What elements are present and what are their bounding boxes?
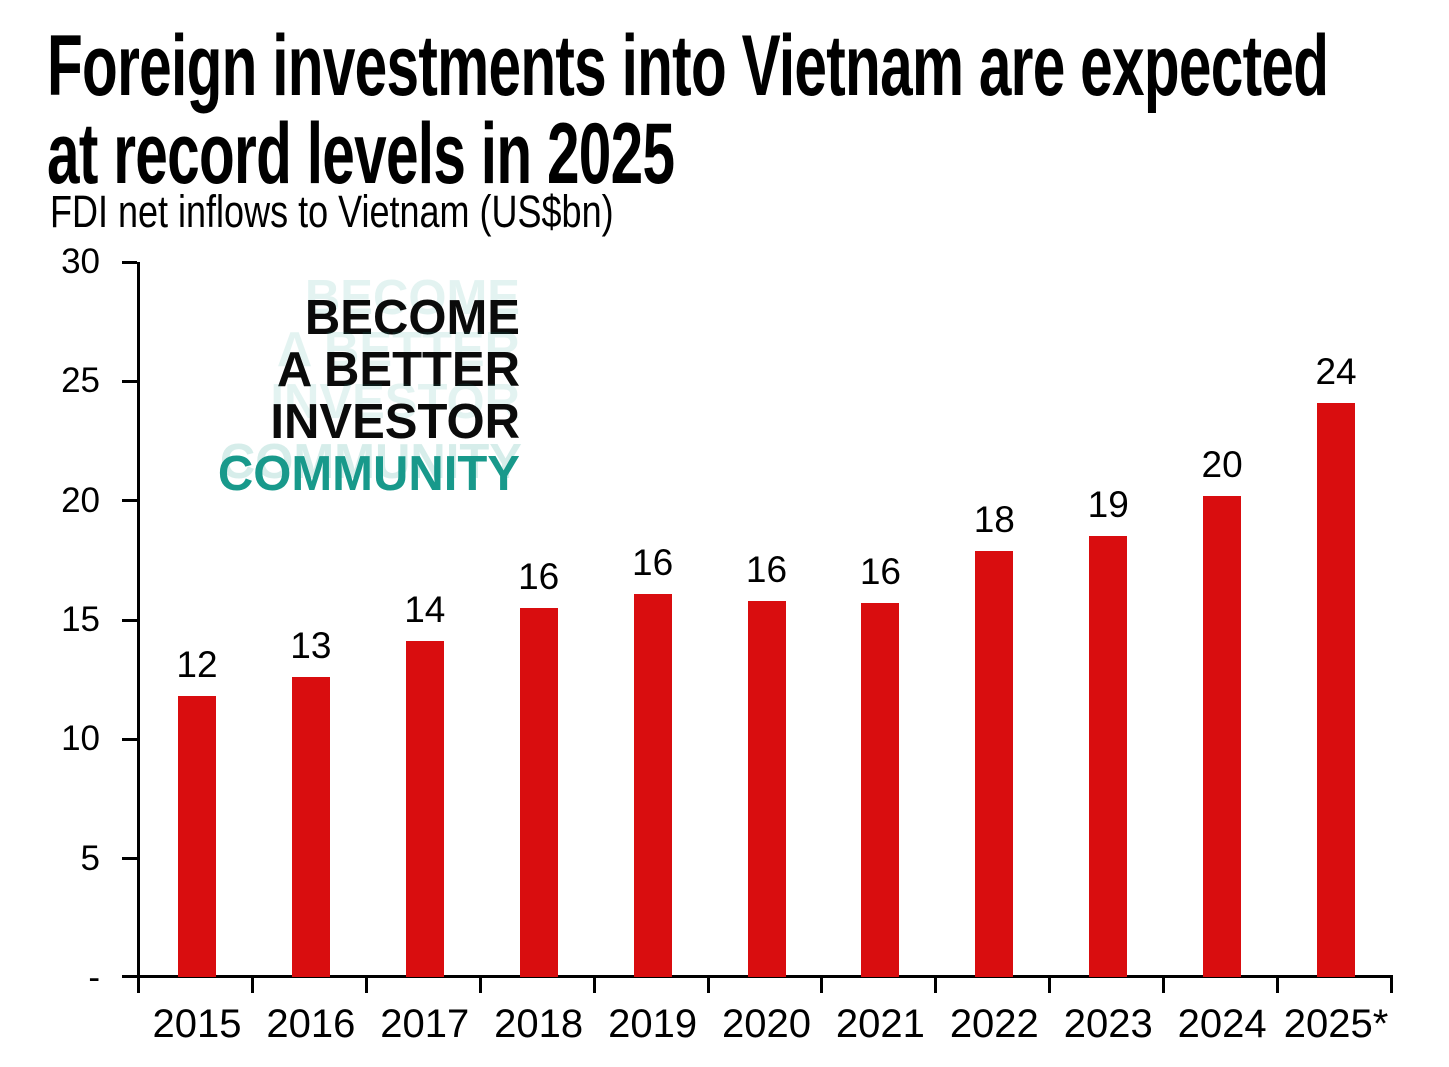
x-axis-label: 2021 <box>835 1002 925 1046</box>
page-title-line2: at record levels in 2025 <box>47 106 675 202</box>
x-axis-label: 2019 <box>608 1002 698 1046</box>
bar-value-label: 19 <box>1087 484 1129 526</box>
x-axis-label: 2016 <box>266 1002 356 1046</box>
bar <box>177 696 216 977</box>
bar-value-label: 18 <box>973 498 1015 540</box>
x-axis-tick <box>478 978 482 993</box>
x-axis-tick <box>820 978 824 993</box>
x-axis-tick <box>1276 978 1280 993</box>
x-axis-label: 2025* <box>1283 1002 1389 1046</box>
bar <box>1317 402 1356 977</box>
x-axis-tick <box>364 978 368 993</box>
y-axis-tick-label: 20 <box>61 480 100 520</box>
x-axis-label: 2018 <box>494 1002 584 1046</box>
bar-value-label: 16 <box>745 548 788 590</box>
bar <box>975 550 1014 977</box>
x-axis-label: 2015 <box>152 1002 242 1046</box>
bar-value-label: 13 <box>290 625 332 667</box>
bar <box>291 677 330 977</box>
y-axis-tick <box>122 260 137 264</box>
bar <box>1089 536 1128 977</box>
y-axis-tick <box>122 618 137 622</box>
x-axis-tick <box>592 978 596 993</box>
bar <box>1203 495 1242 977</box>
y-axis-tick <box>122 857 137 861</box>
bar-value-label: 16 <box>859 551 901 593</box>
page-title-line1: Foreign investments into Vietnam are exp… <box>47 18 1329 114</box>
y-axis-tick-label: 30 <box>61 242 100 281</box>
bar-value-label: 12 <box>176 644 218 686</box>
chart-title: FDI net inflows to Vietnam (US$bn) <box>50 186 614 237</box>
x-axis-label: 2024 <box>1177 1002 1267 1046</box>
x-axis-label: 2023 <box>1063 1002 1153 1046</box>
x-axis-tick <box>706 978 710 993</box>
x-axis-label: 2020 <box>722 1002 811 1046</box>
y-axis-tick <box>122 499 137 503</box>
y-axis-tick <box>122 379 137 383</box>
bar-value-label: 24 <box>1315 350 1357 392</box>
x-axis-tick <box>1390 978 1393 993</box>
bar <box>633 593 672 977</box>
y-axis-tick-label: 5 <box>80 838 100 878</box>
y-axis-tick-label: - <box>88 958 100 997</box>
bar-value-label: 14 <box>404 589 446 631</box>
y-axis-tick <box>122 975 137 978</box>
x-axis-label: 2022 <box>949 1002 1039 1046</box>
page-title: Foreign investments into Vietnam are exp… <box>47 18 1329 202</box>
x-axis-tick <box>137 978 140 993</box>
y-axis-tick-label: 15 <box>61 600 100 639</box>
x-axis-tick <box>1048 978 1052 993</box>
y-axis-tick-label: 25 <box>61 361 100 401</box>
bar-value-label: 16 <box>632 541 674 583</box>
x-axis-tick <box>250 978 254 993</box>
x-axis-tick <box>1162 978 1166 993</box>
y-axis-tick-label: 10 <box>61 719 100 759</box>
bar <box>747 600 786 977</box>
x-axis-tick <box>934 978 938 993</box>
x-axis-label: 2017 <box>380 1002 470 1046</box>
bar <box>519 608 558 977</box>
bar-value-label: 16 <box>518 556 560 598</box>
bar-value-label: 20 <box>1201 443 1243 485</box>
bar <box>861 603 900 977</box>
y-axis-tick <box>122 737 137 741</box>
bar <box>405 641 444 977</box>
y-axis-line <box>137 262 140 993</box>
